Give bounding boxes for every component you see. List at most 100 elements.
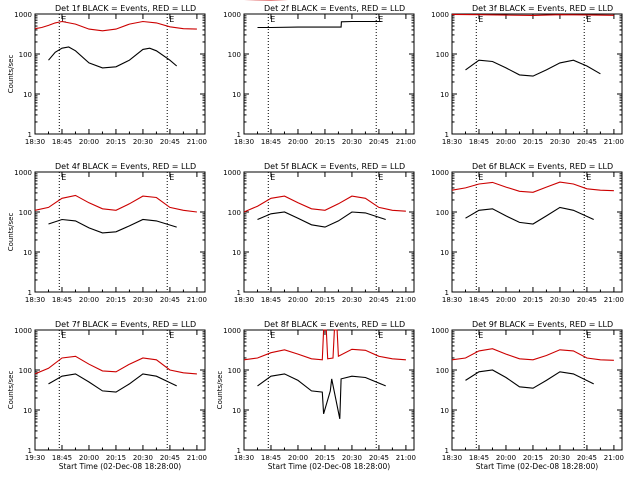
marker-label: E [478, 331, 483, 340]
x-tick-label: 20:30 [342, 296, 362, 304]
x-tick-label: 18:45 [52, 454, 72, 462]
x-tick-label: 20:15 [315, 138, 335, 146]
y-tick-label: 1000 [14, 11, 32, 19]
y-tick-label: 1 [445, 131, 449, 139]
y-tick-label: 1000 [14, 169, 32, 177]
y-tick-label: 100 [19, 367, 32, 375]
marker-label: E [378, 331, 383, 340]
panel-title: Det 5f BLACK = Events, RED = LLD [264, 162, 405, 171]
x-tick-label: 20:45 [369, 454, 389, 462]
marker-label: E [586, 331, 591, 340]
x-tick-label: 18:30 [25, 296, 45, 304]
series-line-lld [243, 195, 406, 213]
x-tick-label: 20:45 [577, 138, 597, 146]
marker-label: E [478, 15, 483, 24]
plot-frame [451, 329, 623, 451]
panel-det-2: Det 2f BLACK = Events, RED = LLD 1 10 100 10… [223, 0, 416, 146]
x-tick-label: 20:15 [523, 454, 543, 462]
x-tick-label: 20:15 [315, 454, 335, 462]
panel-title: Det 1f BLACK = Events, RED = LLD [55, 4, 196, 13]
y-tick-label: 1 [28, 131, 32, 139]
marker-label: E [586, 173, 591, 182]
series-line-events [465, 59, 601, 77]
panel-det-9: Det 9f BLACK = Events, RED = LLD 1 10 100 10… [431, 320, 624, 471]
marker-label: E [270, 331, 275, 340]
x-tick-label: 20:45 [160, 454, 180, 462]
x-tick-label: 20:00 [496, 454, 516, 462]
x-tick-label: 20:00 [79, 454, 99, 462]
x-tick-label: 21:00 [187, 454, 207, 462]
y-tick-label: 10 [23, 407, 32, 415]
series-line-events [257, 373, 386, 420]
x-tick-label: 20:30 [550, 454, 570, 462]
x-tick-label: 20:00 [79, 138, 99, 146]
x-tick-label: 18:30 [442, 138, 462, 146]
x-tick-label: 20:30 [550, 296, 570, 304]
x-tick-label: 18:30 [442, 296, 462, 304]
y-tick-label: 1000 [223, 11, 241, 19]
x-tick-label: 18:45 [261, 454, 281, 462]
x-tick-label: 21:00 [604, 296, 624, 304]
y-tick-label: 10 [23, 249, 32, 257]
x-tick-label: 21:00 [604, 138, 624, 146]
y-tick-label: 1 [28, 447, 32, 455]
marker-label: E [270, 173, 275, 182]
y-axis-label: Counts/sec [7, 371, 15, 410]
x-tick-label: 18:45 [52, 138, 72, 146]
panel-det-4: Det 4f BLACK = Events, RED = LLD 1 10 100 10… [7, 162, 207, 304]
marker-label: E [61, 15, 66, 24]
x-tick-label: 20:00 [288, 138, 308, 146]
marker-label: E [378, 15, 383, 24]
series-line-lld [451, 13, 614, 16]
marker-label: E [270, 15, 275, 24]
x-tick-label: 20:45 [160, 296, 180, 304]
y-tick-label: 1 [445, 447, 449, 455]
x-tick-label: 18:45 [469, 138, 489, 146]
series-line-events [465, 369, 594, 389]
series-line-lld [451, 348, 614, 361]
x-tick-label: 20:00 [79, 296, 99, 304]
x-tick-label: 20:15 [106, 454, 126, 462]
x-tick-label: 20:45 [369, 296, 389, 304]
y-tick-label: 10 [440, 407, 449, 415]
y-tick-label: 1 [445, 289, 449, 297]
x-tick-label: 20:30 [133, 138, 153, 146]
x-tick-label: 20:00 [496, 138, 516, 146]
series-line-events [48, 218, 177, 234]
marker-label: E [169, 173, 174, 182]
y-tick-label: 1000 [431, 11, 449, 19]
x-tick-label: 18:45 [52, 296, 72, 304]
y-tick-label: 100 [19, 51, 32, 59]
plot-frame [34, 171, 206, 293]
series-line-lld [34, 194, 197, 213]
x-tick-label: 21:00 [396, 138, 416, 146]
panel-title: Det 9f BLACK = Events, RED = LLD [472, 320, 613, 329]
x-axis-label: Start Time (02-Dec-08 18:28:00) [59, 462, 181, 471]
y-axis-label: Counts/sec [7, 55, 15, 94]
panel-det-6: Det 6f BLACK = Events, RED = LLD 1 10 100 10… [431, 162, 624, 304]
x-tick-label: 20:30 [133, 454, 153, 462]
series-line-lld [451, 181, 614, 193]
panel-title: Det 3f BLACK = Events, RED = LLD [472, 4, 613, 13]
marker-label: E [169, 15, 174, 24]
panel-det-7: Det 7f BLACK = Events, RED = LLD 1 10 100 10… [7, 320, 207, 471]
y-tick-label: 1000 [431, 327, 449, 335]
y-tick-label: 10 [232, 249, 241, 257]
x-tick-label: 20:15 [106, 138, 126, 146]
marker-label: E [61, 173, 66, 182]
y-tick-label: 1000 [223, 169, 241, 177]
panel-det-8: Det 8f BLACK = Events, RED = LLD 1 10 100 10… [216, 320, 416, 471]
y-tick-label: 1000 [14, 327, 32, 335]
plot-frame [34, 13, 206, 135]
x-tick-label: 20:45 [160, 138, 180, 146]
panel-title: Det 6f BLACK = Events, RED = LLD [472, 162, 613, 171]
series-line-events [257, 20, 382, 29]
x-tick-label: 20:45 [369, 138, 389, 146]
x-axis-label: Start Time (02-Dec-08 18:28:00) [268, 462, 390, 471]
series-line-lld [34, 355, 197, 375]
plot-frame [243, 329, 415, 451]
x-tick-label: 18:30 [234, 296, 254, 304]
series-line-events [48, 373, 177, 393]
x-tick-label: 18:30 [234, 138, 254, 146]
